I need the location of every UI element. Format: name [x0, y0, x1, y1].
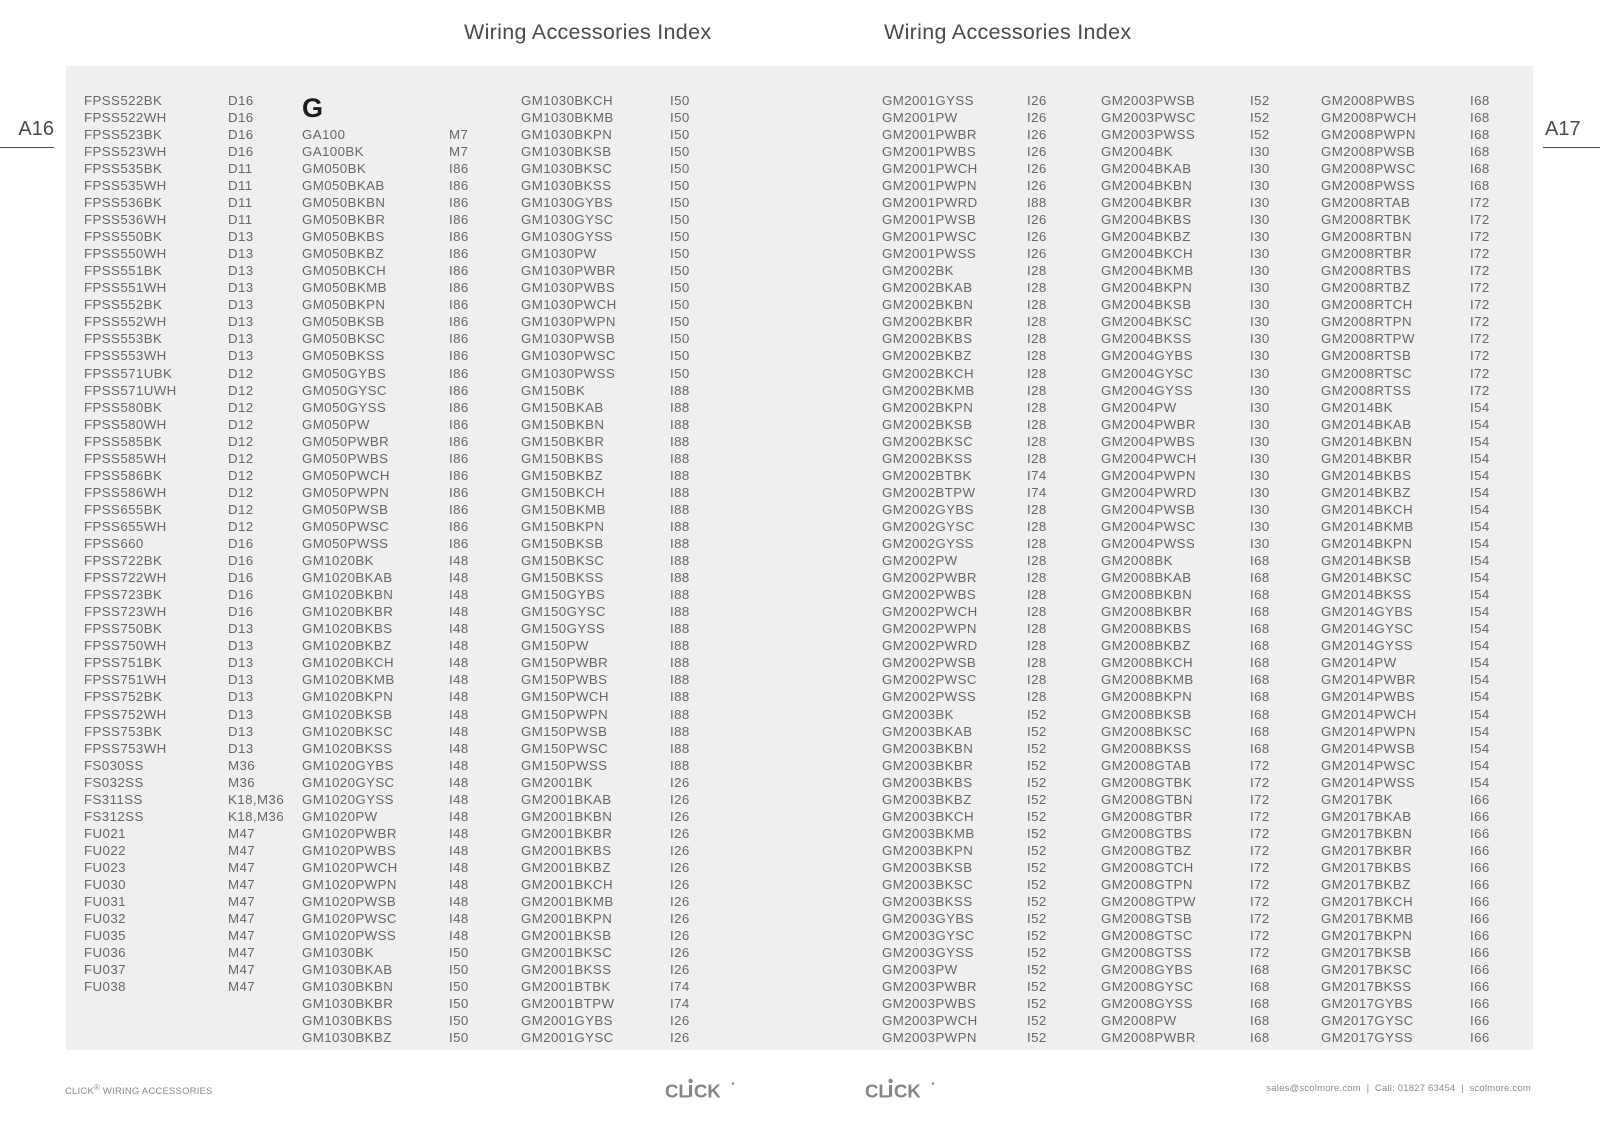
svg-text:CL: CL [665, 1081, 690, 1102]
svg-text:CK: CK [894, 1081, 921, 1102]
svg-text:CL: CL [865, 1081, 890, 1102]
svg-text:CK: CK [694, 1081, 721, 1102]
